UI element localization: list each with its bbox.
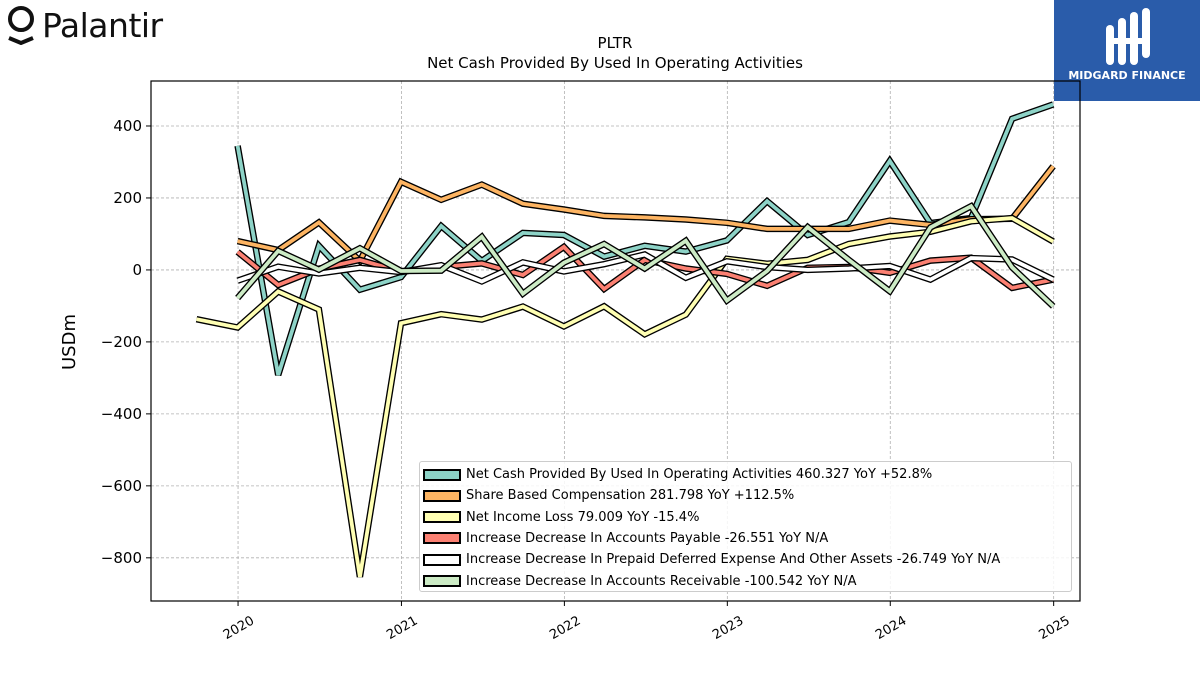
x-axis: 2020 2021 2022 2023 2024 2025 (221, 601, 1073, 643)
series-line (236, 251, 1055, 285)
legend-label: Share Based Compensation 281.798 YoY +11… (466, 488, 795, 504)
series-lines (195, 101, 1056, 578)
series-line-stroke (236, 244, 1054, 292)
series-line-stroke (236, 252, 1055, 284)
legend-item: Net Cash Provided By Used In Operating A… (420, 464, 1071, 485)
series-line (235, 201, 1056, 309)
legend-item: Share Based Compensation 281.798 YoY +11… (420, 485, 1071, 506)
palantir-logo-icon (8, 6, 34, 45)
x-tick-label: 2024 (873, 613, 909, 643)
legend-item: Increase Decrease In Accounts Payable -2… (420, 528, 1071, 549)
legend-label: Increase Decrease In Accounts Payable -2… (466, 530, 829, 546)
series-line (235, 242, 1054, 294)
legend-swatch (423, 468, 461, 481)
legend-label: Net Cash Provided By Used In Operating A… (466, 467, 933, 482)
legend-swatch (423, 553, 461, 566)
series-line (234, 101, 1055, 376)
legend-swatch (423, 511, 461, 524)
legend-item: Increase Decrease In Prepaid Deferred Ex… (420, 549, 1071, 570)
legend-swatch (423, 489, 461, 502)
x-tick-label: 2025 (1037, 613, 1073, 643)
series-line-stroke (196, 216, 1055, 578)
series-line-stroke (235, 102, 1054, 376)
legend-swatch (423, 575, 461, 587)
x-tick-label: 2023 (710, 613, 746, 643)
legend-swatch (423, 532, 461, 545)
partner-name: MIDGARD FINANCE (1068, 69, 1186, 82)
chart-subtitle: Net Cash Provided By Used In Operating A… (427, 54, 803, 72)
y-tick-label: 400 (113, 117, 142, 135)
midgard-logo-icon (1106, 8, 1150, 65)
series-line (236, 164, 1056, 267)
brand-name: Palantir (42, 5, 163, 45)
plot-frame (150, 80, 1081, 602)
legend-label: Increase Decrease In Accounts Receivable… (466, 573, 857, 589)
legend-item: Increase Decrease In Accounts Receivable… (420, 571, 1071, 592)
chart-title: PLTR (598, 34, 633, 52)
y-axis-label: USDm (59, 314, 80, 370)
series-line-stroke (236, 203, 1055, 308)
legend-label: Net Income Loss 79.009 YoY -15.4% (466, 509, 700, 525)
chart-legend: Net Cash Provided By Used In Operating A… (419, 461, 1072, 592)
legend-item: Net Income Loss 79.009 YoY -15.4% (420, 507, 1071, 528)
y-tick-label: −800 (101, 549, 142, 567)
x-tick-label: 2021 (384, 613, 420, 643)
x-tick-label: 2020 (221, 613, 257, 643)
partner-logo: MIDGARD FINANCE (1054, 0, 1200, 101)
y-tick-label: 0 (132, 261, 142, 279)
y-tick-label: −200 (101, 333, 142, 351)
y-axis: 400 200 0 −200 −400 −600 −800 (101, 117, 151, 567)
series-line (195, 214, 1055, 578)
y-tick-label: −400 (101, 405, 142, 423)
legend-label: Increase Decrease In Prepaid Deferred Ex… (466, 552, 1001, 568)
x-tick-label: 2022 (547, 613, 583, 643)
y-tick-label: 200 (113, 189, 142, 207)
y-tick-label: −600 (101, 477, 142, 495)
series-line-stroke (237, 165, 1055, 265)
brand-logo: Palantir (6, 4, 163, 46)
